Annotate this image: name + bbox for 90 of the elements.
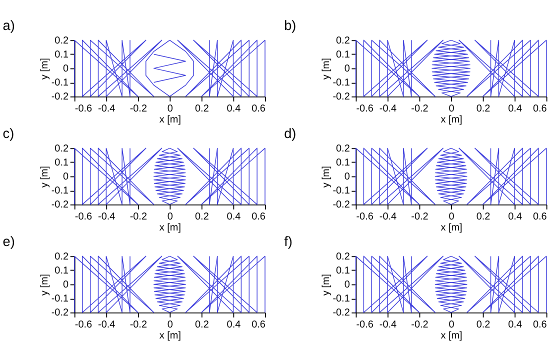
x-tick-label: 0.6 xyxy=(532,103,548,114)
y-tick-label: 0 xyxy=(344,172,350,182)
x-tick-label: 0 xyxy=(167,211,174,222)
x-tick-label: 0.2 xyxy=(195,211,210,222)
x-tick-label: -0.4 xyxy=(379,211,398,222)
y-tick-label: -0.1 xyxy=(51,78,69,89)
y-axis-title: y [m] xyxy=(321,166,332,188)
x-axis-title: x [m] xyxy=(159,330,182,342)
y-tick-label: -0.1 xyxy=(332,294,350,305)
y-axis-title: y [m] xyxy=(40,58,51,80)
x-tick-label: -0.6 xyxy=(356,211,374,222)
x-tick-label: 0.6 xyxy=(252,103,266,114)
x-tick-label: -0.4 xyxy=(379,103,398,114)
x-axis-title: x [m] xyxy=(159,114,182,126)
x-tick-label: 0.4 xyxy=(226,319,242,330)
y-axis-title: y [m] xyxy=(321,58,332,80)
x-tick-label: 0.2 xyxy=(476,319,491,330)
y-axis-title: y [m] xyxy=(40,166,51,188)
x-tick-label: 0.6 xyxy=(252,319,266,330)
chart-title: d) xyxy=(284,126,296,142)
y-tick-label: -0.2 xyxy=(51,308,69,319)
y-tick-label: 0 xyxy=(62,280,69,291)
x-tick-label: 0.6 xyxy=(532,319,548,330)
x-tick-label: 0.6 xyxy=(252,211,266,222)
x-tick-label: 0.6 xyxy=(532,211,548,222)
x-tick-label: 0 xyxy=(448,319,455,330)
x-tick-label: -0.2 xyxy=(411,319,429,330)
x-tick-label: -0.4 xyxy=(379,319,398,330)
x-tick-label: -0.6 xyxy=(74,319,93,330)
x-tick-label: -0.2 xyxy=(411,103,429,114)
chart-title: f) xyxy=(284,234,292,250)
x-tick-label: -0.2 xyxy=(130,319,148,330)
x-tick-label: 0 xyxy=(448,211,455,222)
y-axis-title: y [m] xyxy=(321,274,332,296)
x-tick-label: -0.4 xyxy=(98,319,116,330)
y-tick-label: 0.1 xyxy=(54,49,69,60)
x-tick-label: 0.4 xyxy=(226,103,242,114)
x-tick-label: 0 xyxy=(167,319,174,330)
y-axis-title: y [m] xyxy=(40,274,51,296)
y-tick-label: 0.1 xyxy=(336,157,350,168)
chart-title: c) xyxy=(2,126,14,142)
y-tick-label: -0.2 xyxy=(332,200,350,211)
y-tick-label: 0 xyxy=(62,63,69,74)
x-tick-label: 0.2 xyxy=(195,319,210,330)
x-axis-title: x [m] xyxy=(440,330,463,342)
y-tick-label: -0.1 xyxy=(51,294,69,305)
x-tick-label: -0.6 xyxy=(74,211,93,222)
x-tick-label: 0.2 xyxy=(195,103,210,114)
x-axis-title: x [m] xyxy=(440,222,463,234)
y-tick-label: -0.2 xyxy=(332,92,350,103)
x-tick-label: -0.6 xyxy=(356,319,374,330)
y-tick-label: -0.1 xyxy=(332,78,350,89)
x-axis-title: x [m] xyxy=(440,114,463,126)
x-tick-label: -0.4 xyxy=(98,211,116,222)
x-tick-label: 0.4 xyxy=(508,103,522,114)
y-tick-label: 0.2 xyxy=(336,143,350,154)
x-axis-title: x [m] xyxy=(159,222,182,234)
x-tick-label: -0.6 xyxy=(356,103,374,114)
y-tick-label: 0.1 xyxy=(336,265,350,276)
y-tick-label: 0.1 xyxy=(336,49,350,60)
x-tick-label: 0 xyxy=(448,103,455,114)
x-tick-label: -0.2 xyxy=(411,211,429,222)
y-tick-label: -0.1 xyxy=(51,186,69,197)
y-tick-label: 0 xyxy=(344,63,350,74)
y-tick-label: 0 xyxy=(344,280,350,291)
chart-title: b) xyxy=(284,18,296,34)
y-tick-label: -0.2 xyxy=(332,308,350,319)
y-tick-label: 0.2 xyxy=(54,35,69,46)
x-tick-label: -0.2 xyxy=(130,211,148,222)
y-tick-label: 0.1 xyxy=(54,157,69,168)
y-tick-label: 0.2 xyxy=(336,35,350,46)
y-tick-label: -0.2 xyxy=(51,200,69,211)
x-tick-label: 0.4 xyxy=(508,211,522,222)
x-tick-label: 0 xyxy=(167,103,174,114)
y-tick-label: 0.2 xyxy=(54,143,69,154)
y-tick-label: 0.2 xyxy=(54,251,69,262)
chart-title: e) xyxy=(2,234,15,250)
x-tick-label: 0.4 xyxy=(508,319,522,330)
y-tick-label: 0 xyxy=(62,172,69,182)
y-tick-label: 0.2 xyxy=(336,251,350,262)
x-tick-label: -0.2 xyxy=(130,103,148,114)
x-tick-label: -0.4 xyxy=(98,103,116,114)
x-tick-label: 0.2 xyxy=(476,211,491,222)
y-tick-label: 0.1 xyxy=(54,265,69,276)
y-tick-label: -0.2 xyxy=(51,92,69,103)
x-tick-label: 0.4 xyxy=(226,211,242,222)
chart-title: a) xyxy=(2,18,15,34)
x-tick-label: -0.6 xyxy=(74,103,93,114)
y-tick-label: -0.1 xyxy=(332,186,350,197)
x-tick-label: 0.2 xyxy=(476,103,491,114)
